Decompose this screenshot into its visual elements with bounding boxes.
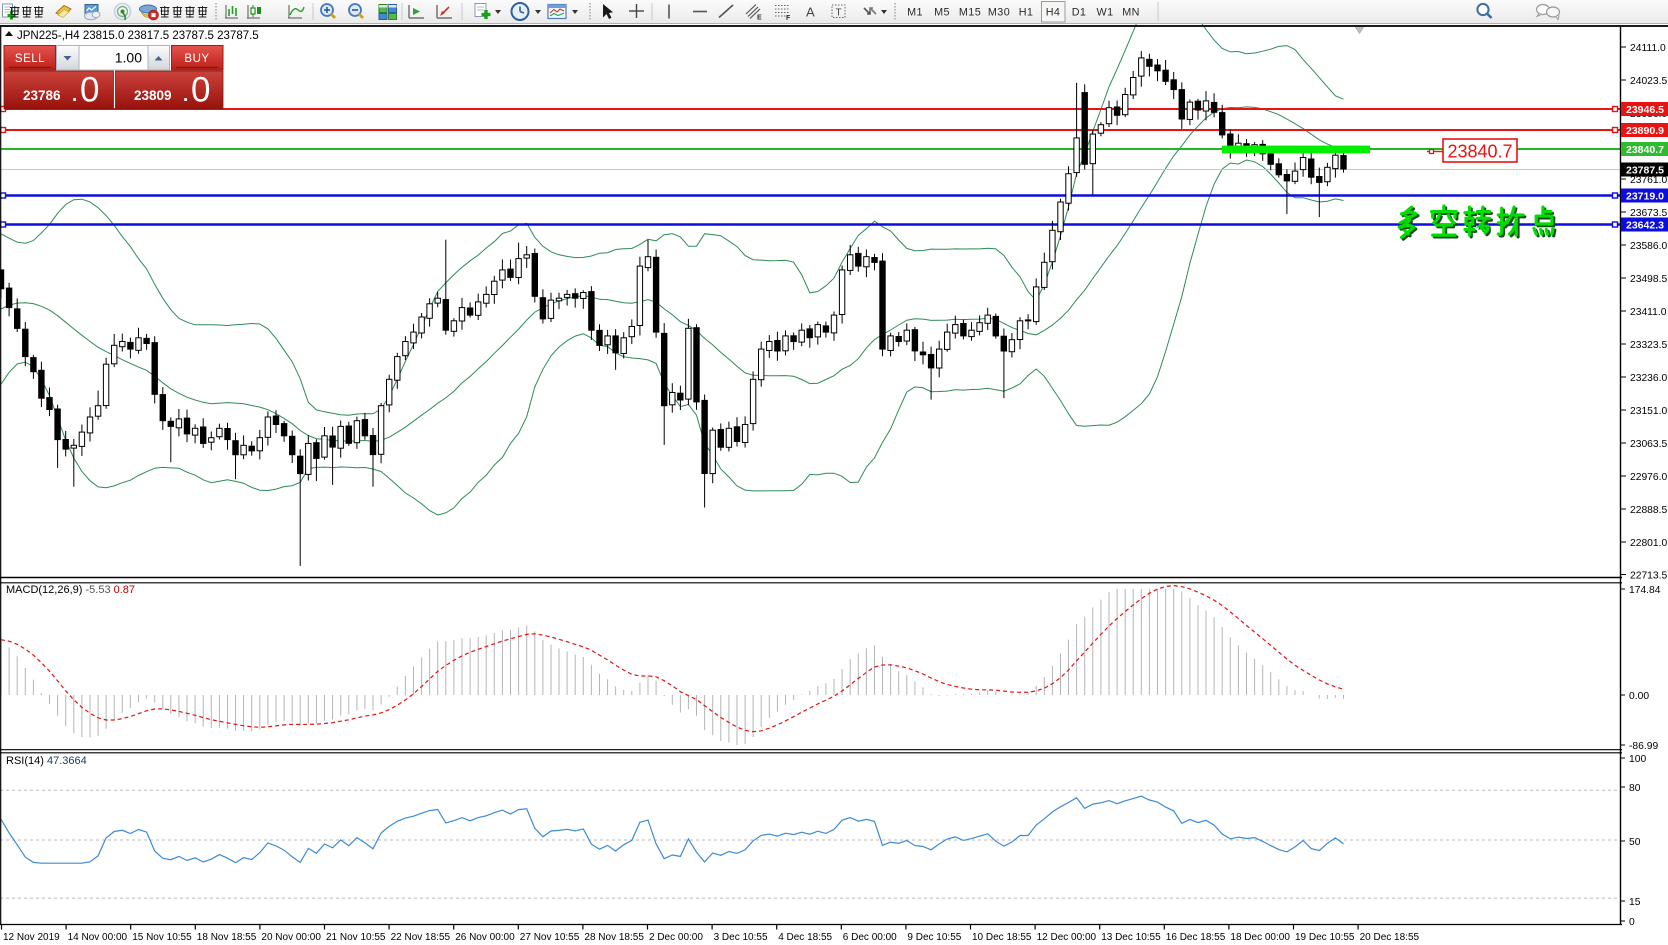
svg-text:27 Nov 10:55: 27 Nov 10:55: [520, 932, 580, 943]
svg-text:23840.7: 23840.7: [1447, 142, 1512, 162]
svg-text:50: 50: [1629, 837, 1641, 848]
svg-text:1.00: 1.00: [115, 50, 142, 66]
svg-text:D1: D1: [1072, 7, 1087, 19]
svg-text:22888.5: 22888.5: [1630, 505, 1667, 516]
svg-text:23642.3: 23642.3: [1626, 220, 1664, 232]
svg-text:.: .: [183, 85, 188, 106]
svg-text:23236.0: 23236.0: [1630, 373, 1667, 384]
svg-text:RSI(14) 47.3664: RSI(14) 47.3664: [6, 755, 87, 767]
svg-text:MN: MN: [1122, 7, 1140, 19]
svg-text:E: E: [757, 15, 762, 22]
svg-text:22713.5: 22713.5: [1630, 571, 1667, 582]
svg-text:22976.0: 22976.0: [1630, 472, 1667, 483]
svg-text:12 Dec 00:00: 12 Dec 00:00: [1037, 932, 1097, 943]
svg-text:M5: M5: [934, 7, 950, 19]
svg-text:JPN225-,H4 23815.0 23817.5 23: JPN225-,H4 23815.0 23817.5 23787.5 23787…: [17, 30, 259, 42]
svg-text:4 Dec 18:55: 4 Dec 18:55: [778, 932, 832, 943]
svg-text:23411.0: 23411.0: [1630, 307, 1667, 318]
svg-text:18 Nov 18:55: 18 Nov 18:55: [197, 932, 257, 943]
svg-text:26 Nov 00:00: 26 Nov 00:00: [455, 932, 515, 943]
svg-text:18 Dec 00:00: 18 Dec 00:00: [1230, 932, 1290, 943]
svg-text:-86.99: -86.99: [1629, 741, 1658, 752]
svg-text:H4: H4: [1046, 7, 1061, 19]
svg-text:23151.0: 23151.0: [1630, 406, 1667, 417]
svg-text:23323.5: 23323.5: [1630, 340, 1667, 351]
svg-text:23673.5: 23673.5: [1630, 208, 1667, 219]
svg-text:0: 0: [1629, 917, 1635, 928]
svg-text:M30: M30: [988, 7, 1010, 19]
svg-text:9 Dec 10:55: 9 Dec 10:55: [907, 932, 961, 943]
svg-text:M15: M15: [959, 7, 981, 19]
svg-text:24111.0: 24111.0: [1630, 43, 1666, 54]
svg-text:20 Nov 00:00: 20 Nov 00:00: [261, 932, 321, 943]
svg-text:F: F: [786, 15, 791, 22]
svg-text:6 Dec 00:00: 6 Dec 00:00: [843, 932, 897, 943]
svg-text:23761.0: 23761.0: [1630, 175, 1667, 186]
svg-text:14 Nov 00:00: 14 Nov 00:00: [68, 932, 128, 943]
svg-text:12 Nov 2019: 12 Nov 2019: [3, 932, 60, 943]
svg-text:.: .: [72, 85, 77, 106]
svg-text:0: 0: [80, 71, 99, 110]
svg-text:23786: 23786: [23, 88, 61, 103]
svg-text:T: T: [836, 8, 842, 19]
svg-text:100: 100: [1629, 754, 1646, 765]
svg-text:22 Nov 18:55: 22 Nov 18:55: [391, 932, 451, 943]
svg-text:23498.5: 23498.5: [1630, 274, 1667, 285]
svg-text:174.84: 174.84: [1629, 585, 1661, 596]
svg-text:H1: H1: [1019, 7, 1034, 19]
svg-text:BUY: BUY: [184, 53, 209, 65]
svg-text:23586.0: 23586.0: [1630, 241, 1667, 252]
svg-text:21 Nov 10:55: 21 Nov 10:55: [326, 932, 386, 943]
svg-text:23787.5: 23787.5: [1626, 165, 1664, 177]
svg-text:13 Dec 10:55: 13 Dec 10:55: [1101, 932, 1161, 943]
svg-text:0.00: 0.00: [1629, 691, 1649, 702]
svg-text:23063.5: 23063.5: [1630, 439, 1667, 450]
svg-text:M1: M1: [907, 7, 923, 19]
svg-text:15 Nov 10:55: 15 Nov 10:55: [132, 932, 192, 943]
svg-text:3 Dec 10:55: 3 Dec 10:55: [714, 932, 768, 943]
svg-text:19 Dec 10:55: 19 Dec 10:55: [1295, 932, 1355, 943]
svg-text:23946.5: 23946.5: [1626, 104, 1664, 116]
svg-text:23809: 23809: [134, 88, 172, 103]
svg-text:A: A: [806, 5, 815, 20]
svg-text:0: 0: [191, 71, 210, 110]
svg-text:22801.0: 22801.0: [1630, 538, 1667, 549]
svg-text:W1: W1: [1097, 7, 1114, 19]
svg-text:28 Nov 18:55: 28 Nov 18:55: [584, 932, 644, 943]
svg-text:SELL: SELL: [15, 53, 45, 65]
svg-text:23890.9: 23890.9: [1626, 125, 1664, 137]
svg-text:24023.5: 24023.5: [1630, 76, 1667, 87]
svg-text:15: 15: [1629, 897, 1641, 908]
svg-text:16 Dec 18:55: 16 Dec 18:55: [1166, 932, 1226, 943]
svg-text:10 Dec 18:55: 10 Dec 18:55: [972, 932, 1032, 943]
svg-text:MACD(12,26,9) -5.53 0.87: MACD(12,26,9) -5.53 0.87: [6, 584, 135, 596]
svg-text:80: 80: [1629, 783, 1641, 794]
svg-text:2 Dec 00:00: 2 Dec 00:00: [649, 932, 703, 943]
svg-text:20 Dec 18:55: 20 Dec 18:55: [1360, 932, 1420, 943]
svg-text:23719.0: 23719.0: [1626, 191, 1664, 203]
svg-text:23840.7: 23840.7: [1626, 144, 1664, 156]
